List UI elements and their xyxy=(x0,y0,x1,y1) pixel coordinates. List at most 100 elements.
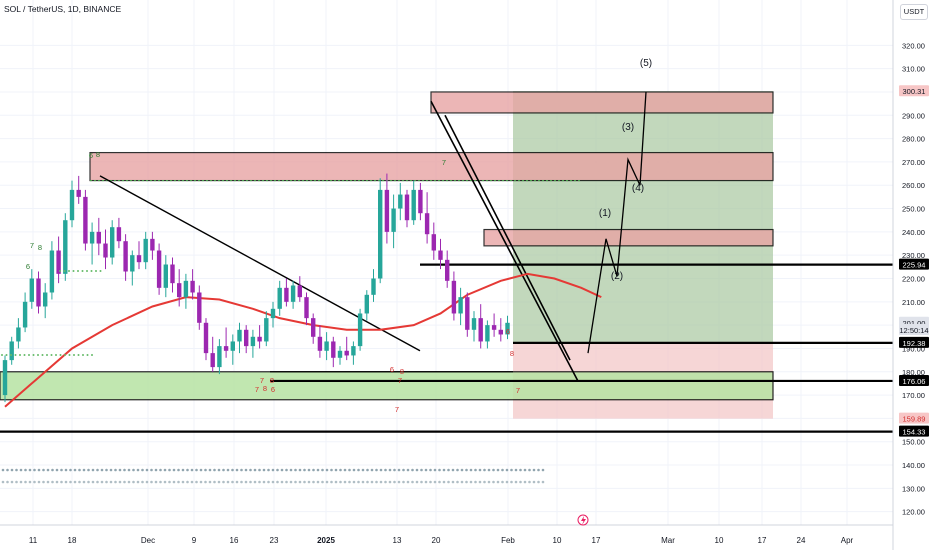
wave-label: (2) xyxy=(611,271,623,282)
indicator-dot xyxy=(105,480,108,484)
candle-body xyxy=(163,264,168,288)
candle-body xyxy=(351,346,356,356)
x-tick-label: Dec xyxy=(141,536,155,545)
sequential-count-label: 7 xyxy=(516,386,520,395)
indicator-dot xyxy=(298,468,302,472)
indicator-dot xyxy=(294,480,297,484)
indicator-dot xyxy=(82,468,86,472)
indicator-dot xyxy=(46,468,50,472)
candle-body xyxy=(357,313,363,347)
indicator-dot xyxy=(145,480,149,484)
moving-average-line xyxy=(4,272,602,408)
indicator-dot xyxy=(82,480,86,484)
indicator-dot xyxy=(424,468,428,472)
candle-body xyxy=(391,208,396,232)
wave-label: (3) xyxy=(622,122,634,133)
indicator-dot xyxy=(55,468,59,472)
indicator-dot xyxy=(172,480,176,484)
candle-body xyxy=(22,301,28,328)
candle-body xyxy=(43,292,48,307)
indicator-dot xyxy=(456,480,459,484)
indicator-dot xyxy=(68,270,70,272)
indicator-dot xyxy=(60,468,63,472)
price-label: 176.06 xyxy=(903,377,926,386)
indicator-dot xyxy=(393,480,396,484)
y-tick-label: 190.00 xyxy=(902,344,925,353)
candle-body xyxy=(290,285,296,302)
y-tick-label: 280.00 xyxy=(902,135,925,144)
indicator-dot xyxy=(397,480,401,484)
indicator-dot xyxy=(294,468,297,472)
candle-body xyxy=(244,329,249,347)
candle-body xyxy=(284,287,289,302)
indicator-dot xyxy=(208,468,212,472)
indicator-dot xyxy=(402,480,405,484)
sequential-count-label: 8 xyxy=(263,384,267,393)
support-zone xyxy=(0,371,774,401)
y-tick-label: 230.00 xyxy=(902,251,925,260)
indicator-dot xyxy=(460,468,464,472)
indicator-dot xyxy=(177,468,180,472)
candle-body xyxy=(371,278,376,295)
indicator-dot xyxy=(375,480,378,484)
currency-button[interactable]: USDT xyxy=(900,4,928,20)
indicator-dot xyxy=(19,468,23,472)
indicator-dot xyxy=(487,468,491,472)
indicator-dot xyxy=(249,468,252,472)
candle-body xyxy=(337,350,343,358)
indicator-dot xyxy=(235,468,239,472)
candle-body xyxy=(190,280,195,293)
candle-body xyxy=(2,360,8,396)
indicator-dot xyxy=(90,270,93,272)
indicator-dot xyxy=(505,480,509,484)
indicator-dot xyxy=(307,480,311,484)
candle-body xyxy=(170,264,175,284)
indicator-dot xyxy=(177,480,180,484)
indicator-dot xyxy=(195,480,198,484)
sequential-count-label: 6 xyxy=(26,262,30,271)
price-label-tag xyxy=(899,336,929,348)
indicator-dot xyxy=(226,468,230,472)
x-tick-label: 17 xyxy=(758,536,767,545)
indicator-dot xyxy=(357,480,360,484)
indicator-dot xyxy=(510,480,513,484)
indicator-dot xyxy=(532,468,536,472)
candle-body xyxy=(250,336,256,347)
indicator-dot xyxy=(69,468,72,472)
indicator-dot xyxy=(159,468,162,472)
indicator-dot xyxy=(235,480,239,484)
indicator-dot xyxy=(510,468,513,472)
indicator-dot xyxy=(537,468,540,472)
indicator-dot xyxy=(42,468,45,472)
x-tick-label: 16 xyxy=(230,536,239,545)
indicator-dot xyxy=(199,480,203,484)
indicator-dot xyxy=(136,480,140,484)
price-label: 300.31 xyxy=(903,87,926,96)
indicator-dot xyxy=(96,468,99,472)
indicator-dot xyxy=(55,354,57,356)
candle-body xyxy=(116,227,122,242)
x-tick-label: 9 xyxy=(192,536,197,545)
indicator-dot xyxy=(501,480,504,484)
indicator-dot xyxy=(99,270,102,272)
candle-body xyxy=(478,318,483,342)
sequential-count-label: 8 xyxy=(400,367,404,376)
indicator-dot xyxy=(37,354,39,356)
indicator-dot xyxy=(465,480,468,484)
candle-body xyxy=(491,325,497,330)
indicator-dot xyxy=(402,468,405,472)
sequential-count-label: 7 xyxy=(30,241,34,250)
sequential-count-label: 7 xyxy=(255,385,259,394)
candle-body xyxy=(257,336,262,342)
wave-label: (4) xyxy=(632,183,644,194)
candle-body xyxy=(110,227,115,258)
x-tick-label: 11 xyxy=(29,536,38,545)
indicator-dot xyxy=(159,480,162,484)
indicator-dot xyxy=(86,270,88,272)
indicator-dot xyxy=(1,354,3,356)
candle-body xyxy=(277,287,282,309)
indicator-dot xyxy=(78,480,81,484)
indicator-dot xyxy=(303,480,306,484)
indicator-dot xyxy=(447,480,450,484)
